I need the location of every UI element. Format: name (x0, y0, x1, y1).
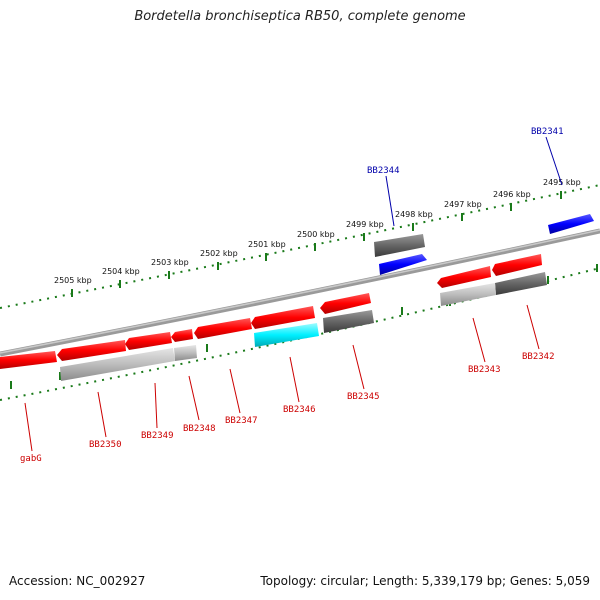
feature-box-bb2343[interactable] (440, 283, 496, 306)
tick-label: 2503 kbp (151, 258, 189, 267)
gene-label-bb2347[interactable]: BB2347 (225, 416, 258, 426)
tick-label: 2504 kbp (102, 267, 140, 276)
gene-bb2350-arrow[interactable] (57, 340, 126, 361)
leader-bb2342 (526, 304, 540, 350)
tick-label: 2501 kbp (248, 240, 286, 249)
leader-bb2349 (154, 382, 158, 429)
tick-label: 2496 kbp (493, 190, 531, 199)
gene-bb2349-arrow[interactable] (125, 332, 172, 350)
feature-box-bb2344[interactable] (374, 234, 425, 257)
tick-label: 2495 kbp (543, 178, 581, 187)
gene-label-bb2348[interactable]: BB2348 (183, 424, 216, 434)
gene-label-bb2346[interactable]: BB2346 (283, 405, 316, 415)
genome-backbone (0, 228, 600, 357)
feature-box-bb2348[interactable] (174, 345, 197, 361)
gene-bb2344-arrow[interactable] (379, 254, 427, 275)
map-title: Bordetella bronchiseptica RB50, complete… (134, 9, 466, 24)
tick-label: 2500 kbp (297, 230, 335, 239)
tick-label: 2505 kbp (54, 276, 92, 285)
accession-text: Accession: NC_002927 (9, 574, 146, 588)
gene-bb2342-arrow[interactable] (492, 254, 542, 276)
summary-text: Topology: circular; Length: 5,339,179 bp… (260, 574, 590, 588)
gene-label-bb2342[interactable]: BB2342 (522, 352, 555, 362)
gene-bb2343-arrow[interactable] (437, 266, 491, 288)
leader-gabg (24, 402, 33, 452)
leader-bb2348 (188, 375, 200, 421)
tick-label: 2502 kbp (200, 249, 238, 258)
leader-bb2350 (97, 391, 107, 438)
gene-bb2341-arrow[interactable] (548, 214, 594, 234)
tick-label: 2498 kbp (395, 210, 433, 219)
outer-tick-track (0, 184, 600, 309)
gene-label-bb2341[interactable]: BB2341 (531, 127, 564, 137)
gene-bb2346-arrow[interactable] (251, 306, 315, 329)
gene-label-bb2349[interactable]: BB2349 (141, 431, 174, 441)
leader-bb2343 (472, 317, 486, 363)
gene-label-bb2345[interactable]: BB2345 (347, 392, 380, 402)
leader-bb2345 (352, 344, 365, 390)
leader-bb2344 (385, 175, 395, 227)
tick-labels: 2495 kbp 2496 kbp 2497 kbp 2498 kbp 2499 kbp… (54, 178, 581, 285)
gene-label-gabg[interactable]: gabG (20, 454, 42, 464)
feature-box-bb2346[interactable] (254, 323, 319, 347)
gene-bb2345-arrow[interactable] (320, 293, 371, 314)
tick-label: 2497 kbp (444, 200, 482, 209)
gene-gabg-arrow[interactable] (0, 351, 57, 369)
feature-box-bb2342[interactable] (495, 272, 547, 295)
feature-box-bb2350[interactable] (60, 348, 175, 381)
tick-label: 2499 kbp (346, 220, 384, 229)
gene-label-bb2350[interactable]: BB2350 (89, 440, 122, 450)
leader-bb2346 (289, 356, 300, 403)
leader-bb2347 (229, 368, 241, 414)
gene-label-bb2343[interactable]: BB2343 (468, 365, 501, 375)
leader-bb2341 (545, 136, 563, 186)
feature-box-bb2345[interactable] (323, 310, 374, 333)
gene-bb2348-arrow[interactable] (171, 329, 193, 342)
gene-label-bb2344[interactable]: BB2344 (367, 166, 400, 176)
gene-bb2347-arrow[interactable] (194, 318, 252, 339)
